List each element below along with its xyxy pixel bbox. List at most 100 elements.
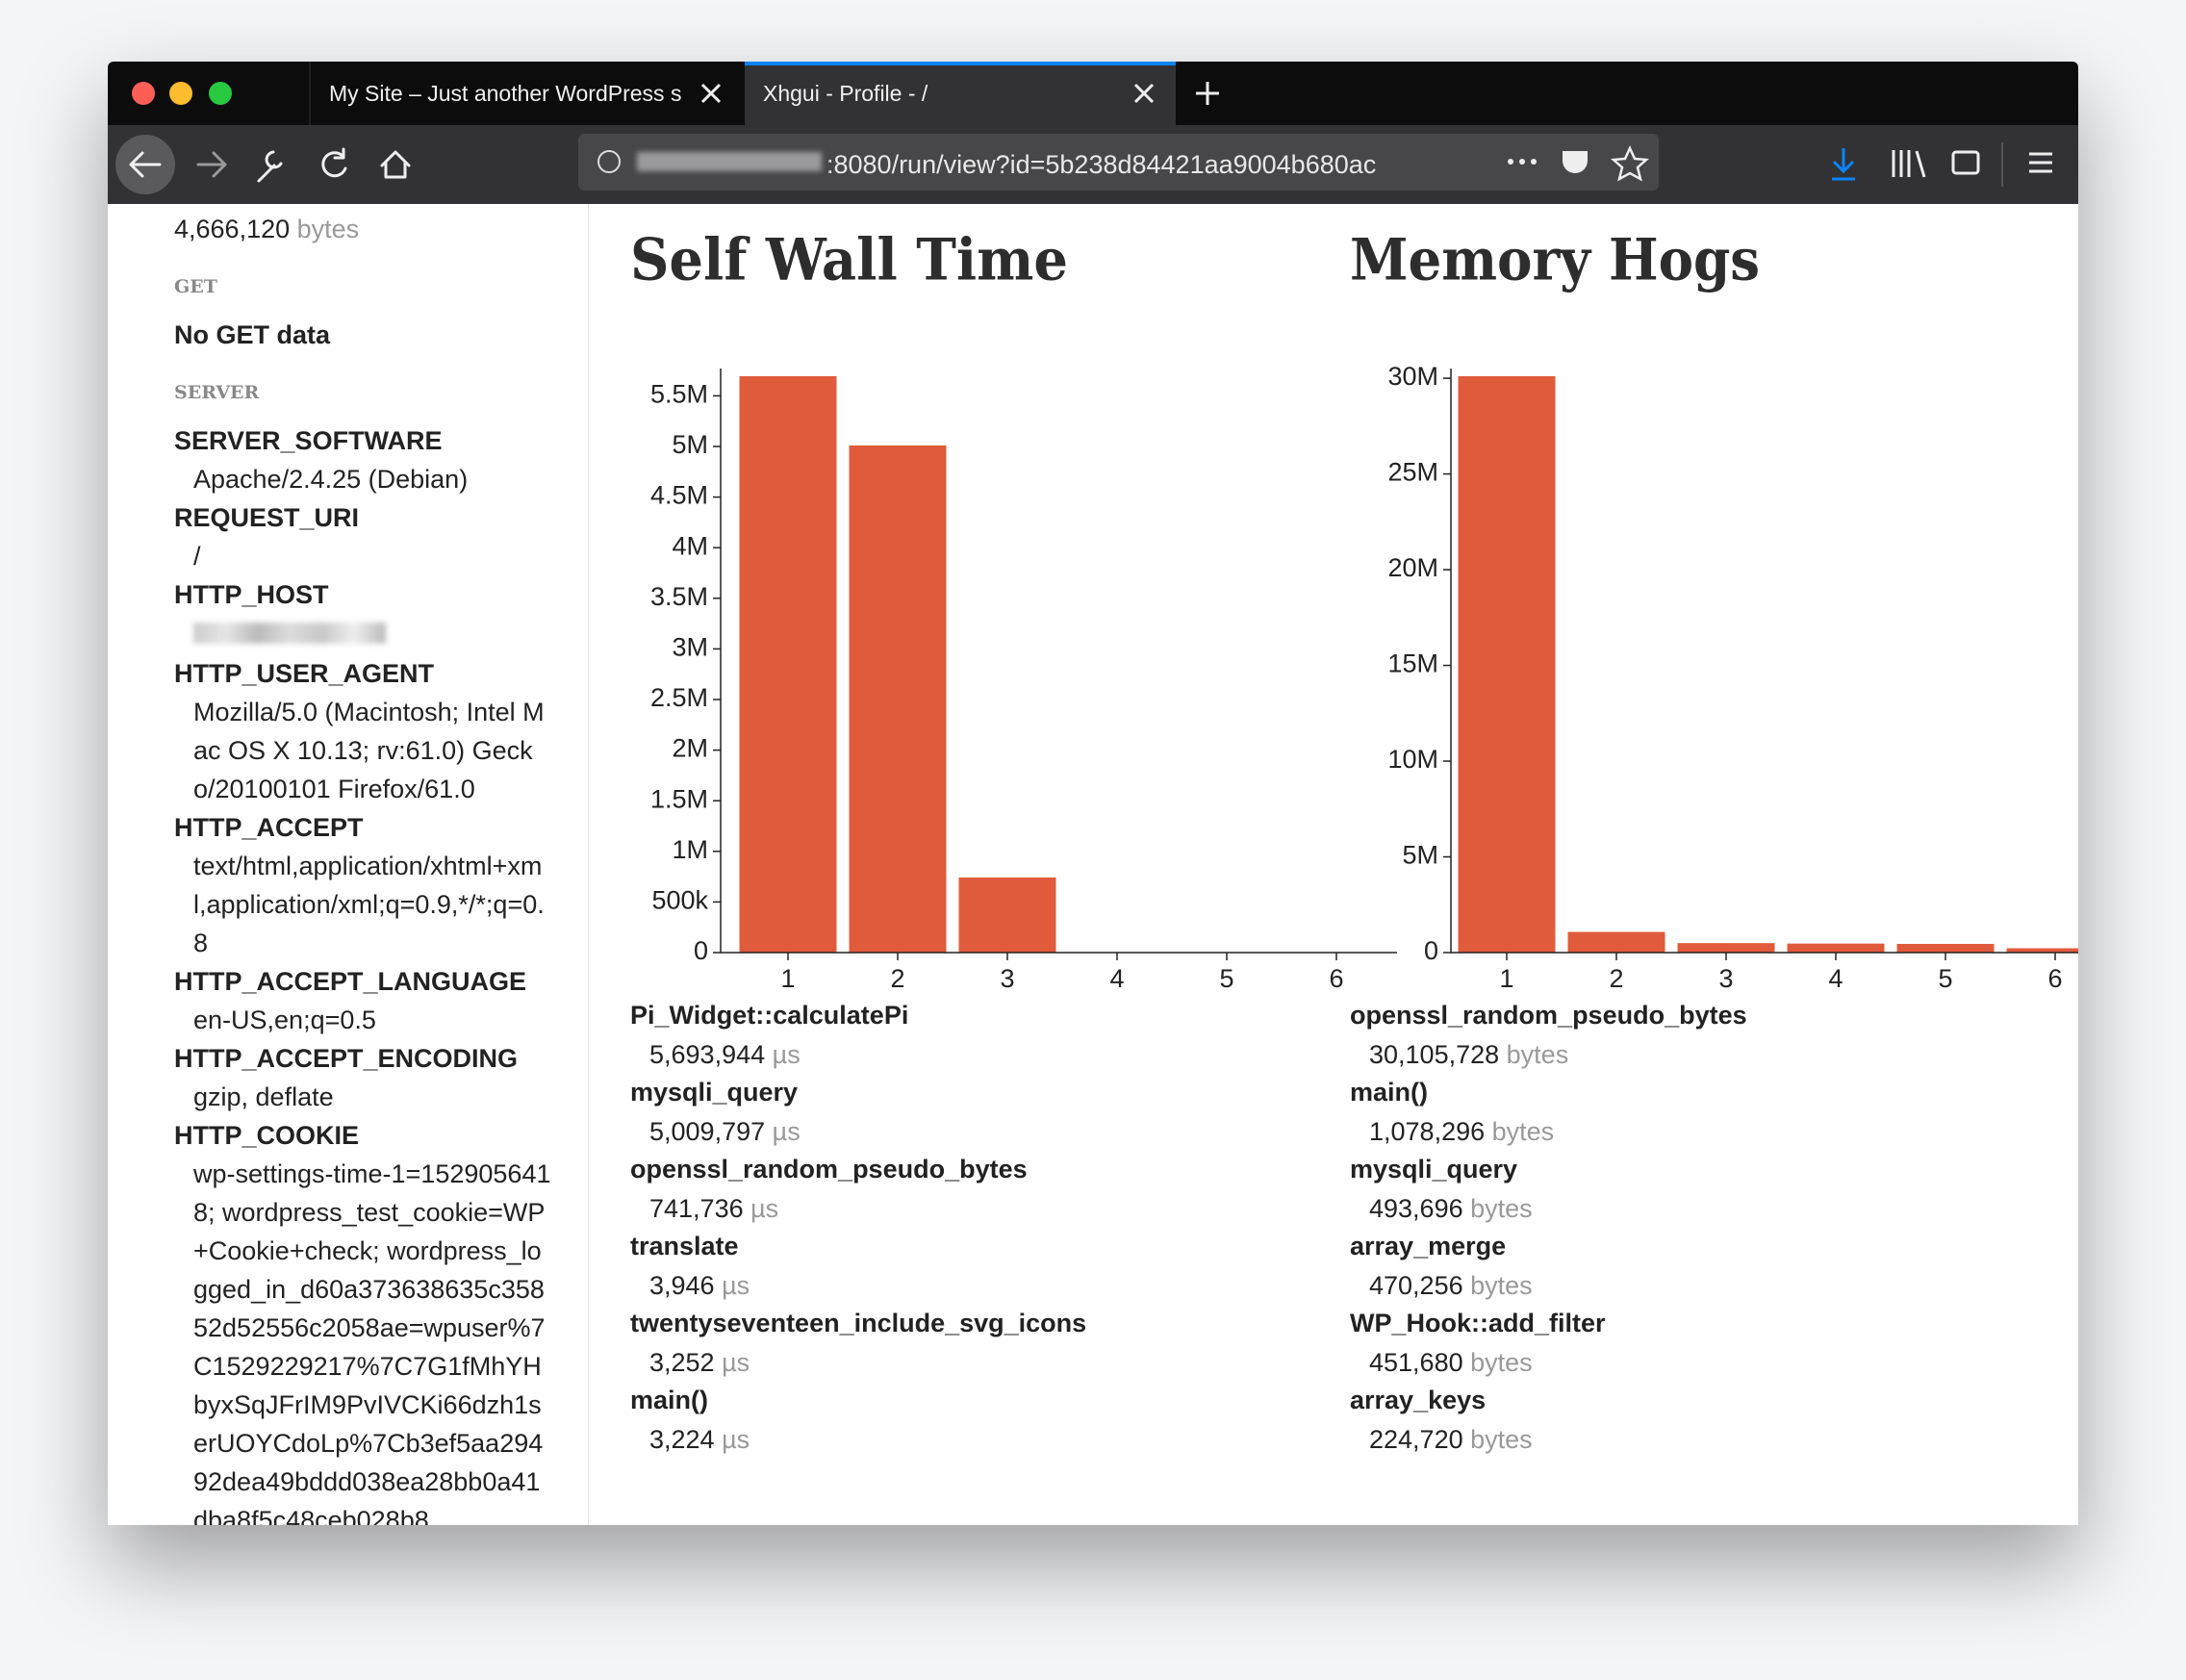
x-tick-label: 1 — [780, 964, 795, 993]
bar — [1677, 943, 1775, 953]
value: 493,696 — [1369, 1194, 1463, 1223]
unit: bytes — [1470, 1194, 1533, 1223]
function-name: translate — [630, 1232, 739, 1260]
entry-key: HTTP_HOST — [174, 580, 329, 609]
y-tick-label: 2.5M — [650, 683, 708, 712]
info-icon[interactable] — [597, 150, 621, 173]
x-tick-label: 5 — [1938, 964, 1952, 993]
value: 470,256 — [1369, 1271, 1463, 1300]
unit: µs — [772, 1040, 801, 1069]
unit: bytes — [1506, 1040, 1569, 1069]
unit: bytes — [1470, 1348, 1533, 1377]
function-value: 3,252 µs — [649, 1348, 750, 1378]
active-tab-indicator — [745, 62, 1176, 65]
function-name: Pi_Widget::calculatePi — [630, 1001, 909, 1030]
y-tick-label: 30M — [1387, 362, 1438, 391]
x-tick-label: 3 — [1718, 964, 1733, 993]
value: 1,078,296 — [1369, 1117, 1486, 1146]
tab-close[interactable] — [700, 83, 722, 104]
y-tick-label: 0 — [694, 936, 708, 965]
function-name: mysqli_query — [630, 1078, 799, 1107]
bar — [958, 877, 1056, 953]
entry-value: en-US,en;q=0.5 — [193, 1005, 376, 1034]
menu-icon[interactable] — [2029, 152, 2052, 173]
unit: bytes — [1470, 1271, 1533, 1300]
y-tick-label: 25M — [1387, 458, 1438, 487]
entry-key: HTTP_USER_AGENT — [174, 659, 435, 688]
tab-title[interactable]: Xhgui - Profile - / — [763, 81, 928, 106]
unit: µs — [722, 1425, 750, 1454]
x-tick-label: 5 — [1219, 964, 1233, 993]
value: 5,693,944 — [649, 1040, 766, 1069]
value: 451,680 — [1369, 1348, 1463, 1377]
maximize-button[interactable] — [209, 82, 232, 105]
y-tick-label: 1.5M — [650, 784, 708, 813]
bar — [1567, 931, 1665, 953]
y-tick-label: 4M — [672, 531, 708, 560]
entry-value-redacted — [174, 614, 552, 654]
chart-title: Memory Hogs — [1350, 227, 1760, 294]
url-text[interactable]: :8080/run/view?id=5b238d84421aa9004b680a… — [826, 150, 1377, 179]
function-value: 470,256 bytes — [1369, 1271, 1533, 1301]
forward-icon[interactable] — [196, 151, 227, 178]
entry-value: text/html,application/xhtml+xml,applicat… — [193, 852, 545, 957]
function-value: 5,009,797 µs — [649, 1117, 801, 1147]
browser-window: My Site – Just another WordPress s Xhgui… — [108, 62, 2078, 1525]
value: 224,720 — [1369, 1425, 1463, 1454]
entry-key: HTTP_ACCEPT — [174, 813, 364, 842]
new-tab[interactable] — [1196, 82, 1219, 105]
y-tick-label: 5.5M — [650, 380, 708, 409]
chart-title: Self Wall Time — [630, 227, 1068, 294]
bar — [1787, 943, 1885, 953]
tab-close[interactable] — [1133, 83, 1155, 104]
value: 5,009,797 — [649, 1117, 766, 1146]
section-heading: GET — [174, 276, 217, 297]
function-value: 3,946 µs — [649, 1271, 750, 1301]
entry-value: Mozilla/5.0 (Macintosh; Intel Mac OS X 1… — [193, 698, 545, 803]
function-name: array_keys — [1350, 1386, 1487, 1414]
unit: µs — [722, 1348, 750, 1377]
value: 741,736 — [649, 1194, 744, 1223]
memory-value: 4,666,120 — [174, 215, 291, 243]
function-value: 1,078,296 bytes — [1369, 1117, 1554, 1147]
x-tick-label: 6 — [2047, 964, 2062, 993]
entry-value: gzip, deflate — [193, 1082, 334, 1111]
blurred-host — [637, 152, 822, 171]
function-name: openssl_random_pseudo_bytes — [630, 1155, 1028, 1184]
y-tick-label: 15M — [1387, 649, 1438, 678]
function-name: main() — [630, 1386, 708, 1414]
value: 3,252 — [649, 1348, 715, 1377]
tools-icon[interactable] — [257, 150, 283, 183]
y-tick-label: 5M — [672, 430, 708, 459]
empty-note: No GET data — [174, 320, 331, 349]
function-value: 451,680 bytes — [1369, 1348, 1533, 1378]
pocket-icon[interactable] — [1563, 151, 1588, 173]
download-icon[interactable] — [1832, 148, 1855, 181]
y-tick-label: 10M — [1387, 745, 1438, 774]
bar — [849, 445, 947, 953]
url-bar[interactable] — [578, 134, 1659, 191]
function-value: 224,720 bytes — [1369, 1425, 1533, 1455]
unit: bytes — [1470, 1425, 1533, 1454]
home-icon[interactable] — [380, 150, 411, 179]
entry-value: Apache/2.4.25 (Debian) — [193, 465, 469, 494]
library-icon[interactable] — [1892, 150, 1926, 178]
function-name: main() — [1350, 1078, 1428, 1107]
bookmark-icon[interactable] — [1610, 144, 1650, 182]
sidebar: 4,666,120 bytes GET No GET data SERVER SERVE… — [108, 204, 589, 1525]
reload-icon[interactable] — [321, 147, 347, 178]
function-value: 493,696 bytes — [1369, 1194, 1533, 1224]
active-tab-bg — [745, 62, 1176, 125]
x-tick-label: 4 — [1828, 964, 1843, 993]
x-tick-label: 2 — [890, 964, 904, 993]
back-icon[interactable] — [129, 151, 162, 178]
function-value: 5,693,944 µs — [649, 1040, 801, 1070]
unit: µs — [722, 1271, 750, 1300]
sidebar-icon[interactable] — [1951, 150, 1980, 175]
section-heading: SERVER — [174, 382, 260, 403]
x-tick-label: 2 — [1609, 964, 1623, 993]
minimize-button[interactable] — [169, 82, 192, 105]
tab-title[interactable]: My Site – Just another WordPress s — [329, 81, 682, 106]
close-button[interactable] — [132, 82, 155, 105]
x-tick-label: 3 — [1000, 964, 1014, 993]
